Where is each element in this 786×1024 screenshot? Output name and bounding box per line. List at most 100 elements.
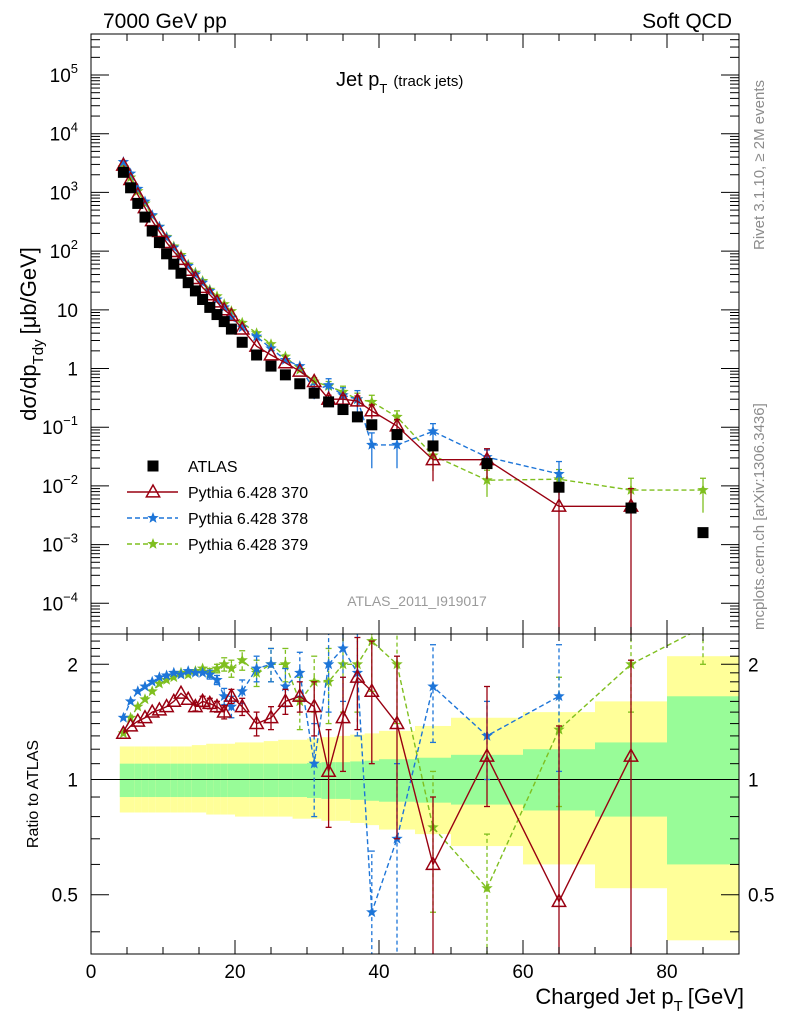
ratio-band-inner — [134, 763, 142, 798]
ratio-pythia-370-point — [320, 762, 337, 778]
ratio-pythia-370-point — [216, 703, 233, 718]
pythia-379-point — [366, 395, 378, 407]
ratio-pythia-379-point — [124, 711, 137, 723]
x-axis-label: Charged Jet pT [GeV] — [535, 984, 744, 1015]
ratio-pythia-378-point — [265, 658, 277, 670]
ratio-pythia-379-line — [122, 634, 692, 890]
legend-label: Pythia 6.428 378 — [188, 511, 308, 528]
ratio-pythia-370-point — [551, 892, 567, 908]
pythia-378-point — [279, 353, 292, 365]
pythia-370-point — [234, 320, 251, 335]
legend: ATLAS Pythia 6.428 370 Pythia 6.428 378 Pyt… — [127, 459, 308, 554]
ratio-pythia-370-point — [180, 690, 197, 705]
ratio-y-tick-label-right: 0.5 — [748, 886, 774, 907]
ratio-pythia-378-point — [294, 666, 306, 678]
pythia-378-point — [204, 284, 216, 296]
ratio-pythia-378-line — [122, 647, 560, 913]
pythia-370-point — [306, 373, 323, 388]
rivet-version-label: Rivet 3.1.10, ≥ 2M events — [751, 80, 768, 250]
ratio-y-tick-label-right: 2 — [748, 655, 759, 676]
x-tick-label: 80 — [656, 962, 677, 983]
ratio-pythia-379-point — [236, 654, 248, 666]
ratio-pythia-379-point — [481, 882, 493, 894]
ratio-pythia-370-point — [479, 747, 495, 762]
ratio-pythia-379-point — [132, 700, 144, 712]
ratio-band-inner — [227, 763, 235, 798]
x-tick-label: 40 — [368, 962, 389, 983]
pythia-370-point — [363, 402, 380, 417]
plot-title: Jet pT (track jets) — [336, 69, 463, 96]
pythia-379-point — [294, 363, 306, 375]
pythia-378-point — [553, 467, 565, 479]
pythia-378-point — [225, 311, 238, 323]
ratio-pythia-370-point — [194, 692, 211, 708]
atlas-point — [553, 481, 565, 493]
ratio-band-inner — [177, 763, 185, 798]
main-y-tick-label: 10−2 — [42, 472, 78, 498]
ratio-band-inner — [155, 763, 163, 798]
legend-label: Pythia 6.428 379 — [188, 537, 308, 554]
pythia-370-point — [216, 301, 233, 316]
atlas-point — [168, 258, 180, 270]
main-y-tick-label: 103 — [50, 178, 78, 204]
ratio-pythia-379-point — [160, 674, 173, 685]
ratio-pythia-370-point — [335, 709, 351, 724]
atlas-point — [337, 404, 349, 416]
ratio-panel: 0.5 0.51 12 20 20 40 60 80 Ratio to ATLAS Charg… — [25, 633, 774, 1015]
ratio-pythia-370-point — [129, 712, 146, 727]
main-y-axis-label: dσ/dpTdy[μb/GeV] — [16, 247, 47, 421]
atlas-point — [225, 323, 237, 335]
ratio-pythia-379-point — [168, 671, 180, 683]
ratio-band-inner — [127, 763, 135, 798]
ratio-band-inner — [141, 763, 149, 798]
pythia-378-point — [211, 293, 223, 305]
ratio-band-inner — [220, 763, 228, 798]
ratio-band-inner — [213, 763, 221, 798]
ratio-pythia-370-point — [223, 687, 240, 702]
ratio-pythia-378-point — [225, 700, 238, 712]
atlas-point — [139, 211, 151, 223]
ratio-pythia-378-point — [427, 680, 439, 692]
ratio-band-inner — [415, 757, 451, 803]
pythia-370-line — [122, 164, 631, 507]
ratio-pythia-379-point — [139, 693, 151, 705]
ratio-y-tick-label-left: 0.5 — [52, 886, 78, 907]
pythia-370-point — [201, 286, 218, 301]
ratio-pythia-370-point — [389, 715, 405, 730]
series-pythia-370 — [115, 156, 639, 634]
atlas-point — [182, 277, 194, 289]
ratio-band-inner — [667, 696, 739, 865]
ratio-pythia-378-point — [175, 668, 187, 680]
ratio-pythia-370-point — [209, 698, 225, 713]
ratio-pythia-379-point — [225, 662, 238, 674]
atlas-point — [189, 285, 201, 297]
legend-label: Pythia 6.428 370 — [188, 485, 308, 502]
ratio-pythia-370-point — [363, 682, 380, 697]
ratio-pythia-378-point — [553, 690, 565, 702]
x-tick-label: 60 — [512, 962, 533, 983]
ratio-pythia-378-point — [196, 666, 209, 678]
ratio-pythia-378-point — [204, 668, 216, 680]
ratio-pythia-370-point — [115, 724, 132, 740]
x-tick-label: 20 — [224, 962, 245, 983]
main-y-tick-label: 102 — [50, 237, 78, 263]
mcplots-label: mcplots.cern.ch [arXiv:1306.3436] — [751, 403, 768, 630]
ratio-pythia-378-point — [322, 658, 335, 670]
pythia-378-point — [117, 156, 130, 167]
legend-entry-atlas: ATLAS — [147, 459, 238, 476]
main-y-tick-label: 10−4 — [42, 589, 78, 615]
atlas-point — [175, 267, 187, 279]
ratio-pythia-370-point — [623, 747, 639, 762]
legend-entry-pythia-378: Pythia 6.428 378 — [127, 511, 308, 528]
ratio-y-axis-label: Ratio to ATLAS — [25, 740, 42, 848]
atlas-point — [236, 336, 248, 348]
ratio-pythia-379-point — [146, 685, 158, 697]
ratio-band-inner — [163, 763, 171, 798]
legend-marker — [147, 538, 159, 549]
ratio-pythia-379-point — [182, 668, 194, 680]
pythia-378-point — [322, 379, 335, 390]
atlas-point — [279, 369, 291, 381]
pythia-378-point — [391, 438, 403, 450]
ratio-y-tick-label-left: 1 — [67, 771, 78, 792]
